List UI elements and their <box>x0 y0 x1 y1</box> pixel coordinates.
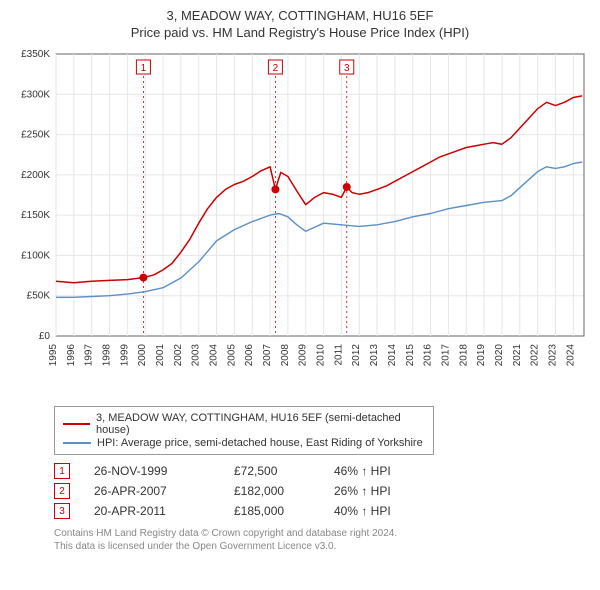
svg-text:£250K: £250K <box>21 130 50 141</box>
svg-text:3: 3 <box>344 63 350 74</box>
transaction-marker: 3 <box>54 503 70 519</box>
svg-text:2007: 2007 <box>262 344 273 367</box>
svg-text:£300K: £300K <box>21 89 50 100</box>
svg-text:2023: 2023 <box>547 344 558 367</box>
svg-text:2002: 2002 <box>173 344 184 367</box>
svg-text:1997: 1997 <box>84 344 95 367</box>
transaction-row: 1 26-NOV-1999£72,50046% ↑ HPI <box>54 463 572 479</box>
transaction-row: 3 20-APR-2011£185,00040% ↑ HPI <box>54 503 572 519</box>
chart-container: 3, MEADOW WAY, COTTINGHAM, HU16 5EF Pric… <box>0 0 600 590</box>
svg-text:2003: 2003 <box>191 344 202 367</box>
svg-text:1: 1 <box>141 63 147 74</box>
svg-text:2014: 2014 <box>387 344 398 367</box>
svg-text:£50K: £50K <box>27 291 51 302</box>
svg-text:2004: 2004 <box>209 344 220 367</box>
transaction-delta: 46% ↑ HPI <box>334 464 434 478</box>
svg-text:2001: 2001 <box>155 344 166 367</box>
title-line-1: 3, MEADOW WAY, COTTINGHAM, HU16 5EF <box>8 8 592 23</box>
svg-text:2018: 2018 <box>458 344 469 367</box>
svg-text:2010: 2010 <box>316 344 327 367</box>
legend: 3, MEADOW WAY, COTTINGHAM, HU16 5EF (sem… <box>54 406 434 455</box>
svg-text:2019: 2019 <box>476 344 487 367</box>
svg-text:2013: 2013 <box>369 344 380 367</box>
transaction-date: 26-APR-2007 <box>94 484 234 498</box>
transaction-marker: 2 <box>54 483 70 499</box>
svg-text:1996: 1996 <box>66 344 77 367</box>
svg-text:£350K: £350K <box>21 49 50 60</box>
svg-text:2008: 2008 <box>280 344 291 367</box>
svg-text:2016: 2016 <box>423 344 434 367</box>
svg-text:2017: 2017 <box>440 344 451 367</box>
legend-swatch <box>63 423 90 425</box>
svg-text:2: 2 <box>273 63 279 74</box>
footer-attribution: Contains HM Land Registry data © Crown c… <box>54 527 572 553</box>
transaction-price: £72,500 <box>234 464 334 478</box>
svg-text:£100K: £100K <box>21 250 50 261</box>
svg-text:1995: 1995 <box>48 344 59 367</box>
svg-text:£150K: £150K <box>21 210 50 221</box>
transaction-table: 1 26-NOV-1999£72,50046% ↑ HPI 2 26-APR-2007… <box>54 463 572 519</box>
svg-text:2020: 2020 <box>494 344 505 367</box>
svg-text:2006: 2006 <box>244 344 255 367</box>
svg-text:2005: 2005 <box>226 344 237 367</box>
svg-text:2015: 2015 <box>405 344 416 367</box>
svg-text:£200K: £200K <box>21 170 50 181</box>
svg-text:2000: 2000 <box>137 344 148 367</box>
transaction-delta: 26% ↑ HPI <box>334 484 434 498</box>
chart-plot-area: £0 £50K £100K £150K £200K £250K £300K £350K 1995… <box>10 46 590 396</box>
svg-text:1999: 1999 <box>119 344 130 367</box>
svg-text:2022: 2022 <box>530 344 541 367</box>
svg-text:£0: £0 <box>39 331 51 342</box>
legend-swatch <box>63 442 91 444</box>
svg-text:1998: 1998 <box>102 344 113 367</box>
svg-text:2021: 2021 <box>512 344 523 367</box>
transaction-row: 2 26-APR-2007£182,00026% ↑ HPI <box>54 483 572 499</box>
title-line-2: Price paid vs. HM Land Registry's House … <box>8 25 592 40</box>
transaction-marker: 1 <box>54 463 70 479</box>
transaction-date: 20-APR-2011 <box>94 504 234 518</box>
transaction-date: 26-NOV-1999 <box>94 464 234 478</box>
chart-svg: £0 £50K £100K £150K £200K £250K £300K £350K 1995… <box>10 46 590 396</box>
legend-row: 3, MEADOW WAY, COTTINGHAM, HU16 5EF (sem… <box>63 412 425 436</box>
svg-text:2009: 2009 <box>298 344 309 367</box>
footer-line-2: This data is licensed under the Open Gov… <box>54 540 572 553</box>
svg-text:2024: 2024 <box>565 344 576 367</box>
svg-text:2011: 2011 <box>333 344 344 366</box>
legend-label: 3, MEADOW WAY, COTTINGHAM, HU16 5EF (sem… <box>96 412 425 436</box>
legend-row: HPI: Average price, semi-detached house,… <box>63 437 425 449</box>
svg-text:2012: 2012 <box>351 344 362 367</box>
transaction-price: £185,000 <box>234 504 334 518</box>
footer-line-1: Contains HM Land Registry data © Crown c… <box>54 527 572 540</box>
transaction-price: £182,000 <box>234 484 334 498</box>
transaction-delta: 40% ↑ HPI <box>334 504 434 518</box>
legend-label: HPI: Average price, semi-detached house,… <box>97 437 423 449</box>
